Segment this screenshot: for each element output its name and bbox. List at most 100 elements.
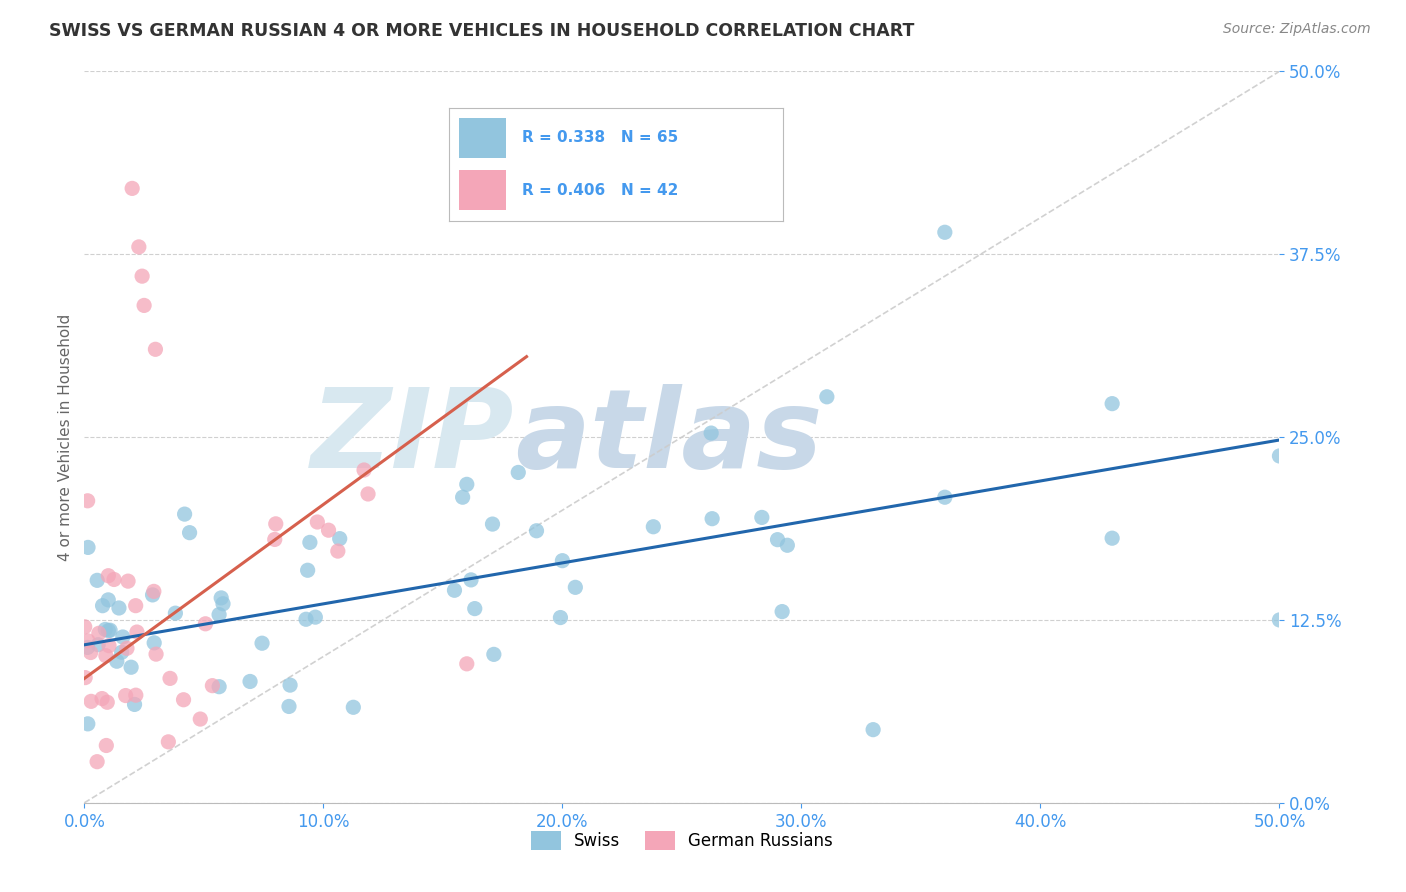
Point <box>120 660 142 674</box>
Point <box>98 624 121 638</box>
Point <box>460 573 482 587</box>
Point <box>239 674 262 689</box>
Point <box>86 755 108 769</box>
Point <box>142 588 165 602</box>
Point <box>695 152 717 166</box>
Point <box>103 573 125 587</box>
Point <box>145 647 167 661</box>
Point <box>125 688 148 702</box>
Point <box>77 633 100 648</box>
Text: atlas: atlas <box>515 384 823 491</box>
Point <box>862 723 884 737</box>
Point <box>776 538 799 552</box>
Point <box>96 695 118 709</box>
Point <box>564 580 586 594</box>
Point <box>173 692 195 706</box>
Point <box>98 639 121 653</box>
Point <box>307 515 329 529</box>
Point <box>194 616 217 631</box>
Text: ZIP: ZIP <box>311 384 515 491</box>
Point <box>111 645 134 659</box>
Point <box>124 599 146 613</box>
Point <box>508 466 530 480</box>
Point <box>94 623 117 637</box>
Point <box>165 606 187 620</box>
Point <box>76 493 98 508</box>
Point <box>114 689 136 703</box>
Point <box>357 487 380 501</box>
Point <box>278 678 301 692</box>
Point <box>87 638 110 652</box>
Point <box>96 739 118 753</box>
Point <box>173 507 195 521</box>
Point <box>125 625 148 640</box>
Point <box>353 463 375 477</box>
Point <box>318 523 340 537</box>
Point <box>700 511 723 525</box>
Point <box>115 641 138 656</box>
Point <box>76 716 98 731</box>
Point <box>124 698 146 712</box>
Point <box>443 583 465 598</box>
Point <box>121 181 143 195</box>
Point <box>482 648 505 662</box>
Point <box>79 646 101 660</box>
Point <box>766 533 789 547</box>
Point <box>700 426 723 441</box>
Point <box>481 517 503 532</box>
Point <box>263 533 285 547</box>
Point <box>179 525 201 540</box>
Point <box>250 636 273 650</box>
Point <box>111 630 134 644</box>
Point <box>329 532 352 546</box>
Point <box>326 544 349 558</box>
Point <box>643 520 665 534</box>
Point <box>157 735 180 749</box>
Point <box>342 700 364 714</box>
Point <box>86 574 108 588</box>
Point <box>73 620 96 634</box>
Point <box>697 152 720 166</box>
Point <box>770 605 793 619</box>
Point <box>815 390 838 404</box>
Point <box>131 269 153 284</box>
Point <box>456 657 478 671</box>
Point <box>456 477 478 491</box>
Point <box>77 541 100 555</box>
Point <box>132 298 156 312</box>
Point <box>143 636 166 650</box>
Point <box>188 712 211 726</box>
Point <box>550 610 572 624</box>
Point <box>526 524 548 538</box>
Point <box>117 574 139 589</box>
Point <box>1101 531 1123 545</box>
Point <box>1268 613 1291 627</box>
Point <box>934 490 956 504</box>
Point <box>94 648 117 663</box>
Point <box>97 624 120 638</box>
Legend: Swiss, German Russians: Swiss, German Russians <box>524 824 839 856</box>
Point <box>209 591 232 605</box>
Point <box>304 610 326 624</box>
Point <box>145 343 167 357</box>
Text: Source: ZipAtlas.com: Source: ZipAtlas.com <box>1223 22 1371 37</box>
Point <box>264 516 287 531</box>
Point <box>278 699 301 714</box>
Point <box>208 607 231 622</box>
Point <box>201 679 224 693</box>
Point <box>208 680 231 694</box>
Point <box>105 654 128 668</box>
Point <box>295 612 318 626</box>
Point <box>159 672 181 686</box>
Point <box>1101 397 1123 411</box>
Point <box>76 640 98 655</box>
Point <box>212 597 235 611</box>
Point <box>934 225 956 239</box>
Point <box>551 554 574 568</box>
Point <box>87 626 110 640</box>
Point <box>142 584 165 599</box>
Point <box>451 490 474 504</box>
Point <box>108 601 131 615</box>
Point <box>97 568 120 582</box>
Text: SWISS VS GERMAN RUSSIAN 4 OR MORE VEHICLES IN HOUSEHOLD CORRELATION CHART: SWISS VS GERMAN RUSSIAN 4 OR MORE VEHICL… <box>49 22 914 40</box>
